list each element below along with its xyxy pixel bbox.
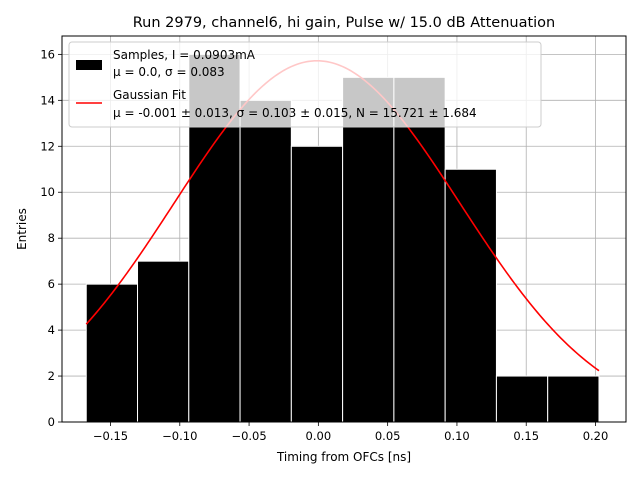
legend-samples-swatch xyxy=(76,60,102,70)
x-tick-label: 0.10 xyxy=(444,429,470,443)
y-tick-label: 0 xyxy=(48,415,55,429)
x-axis-ticks: −0.15 −0.10 −0.05 0.00 0.05 0.10 0.15 0.20 xyxy=(93,422,608,443)
y-axis-label: Entries xyxy=(15,208,29,250)
x-tick-label: 0.15 xyxy=(513,429,539,443)
histogram-bar xyxy=(239,99,292,423)
histogram-bar xyxy=(495,375,549,423)
legend: Samples, I = 0.0903mA μ = 0.0, σ = 0.083… xyxy=(68,41,542,128)
legend-fit-stats: μ = -0.001 ± 0.013, σ = 0.103 ± 0.015, N… xyxy=(113,106,477,120)
histogram-bar xyxy=(547,375,600,423)
histogram-bar xyxy=(444,168,497,423)
x-axis-label: Timing from OFCs [ns] xyxy=(276,450,411,464)
x-tick-label: −0.15 xyxy=(93,429,128,443)
x-tick-label: 0.20 xyxy=(583,429,609,443)
x-tick-label: 0.00 xyxy=(306,429,332,443)
x-tick-label: −0.05 xyxy=(231,429,266,443)
histogram-bar xyxy=(393,76,446,423)
histogram-bar xyxy=(290,145,344,423)
y-tick-label: 2 xyxy=(48,369,55,383)
legend-box xyxy=(68,41,542,128)
chart-title: Run 2979, channel6, hi gain, Pulse w/ 15… xyxy=(133,15,556,31)
x-tick-label: 0.05 xyxy=(375,429,401,443)
legend-samples-stats: μ = 0.0, σ = 0.083 xyxy=(113,65,225,79)
legend-samples-label: Samples, I = 0.0903mA xyxy=(113,48,256,62)
y-tick-label: 6 xyxy=(48,277,55,291)
y-tick-label: 14 xyxy=(40,93,55,107)
y-tick-label: 4 xyxy=(48,323,55,337)
legend-fit-label: Gaussian Fit xyxy=(113,88,186,102)
histogram-bar xyxy=(85,283,139,423)
y-tick-label: 8 xyxy=(48,231,55,245)
y-tick-label: 10 xyxy=(40,185,55,199)
histogram-bar xyxy=(137,260,190,423)
histogram-bar xyxy=(342,76,395,423)
y-tick-label: 16 xyxy=(40,47,55,61)
x-tick-label: −0.10 xyxy=(162,429,197,443)
y-axis-ticks: 0 2 4 6 8 10 12 14 16 xyxy=(40,47,62,429)
y-tick-label: 12 xyxy=(40,139,55,153)
plot-frame xyxy=(61,35,627,423)
